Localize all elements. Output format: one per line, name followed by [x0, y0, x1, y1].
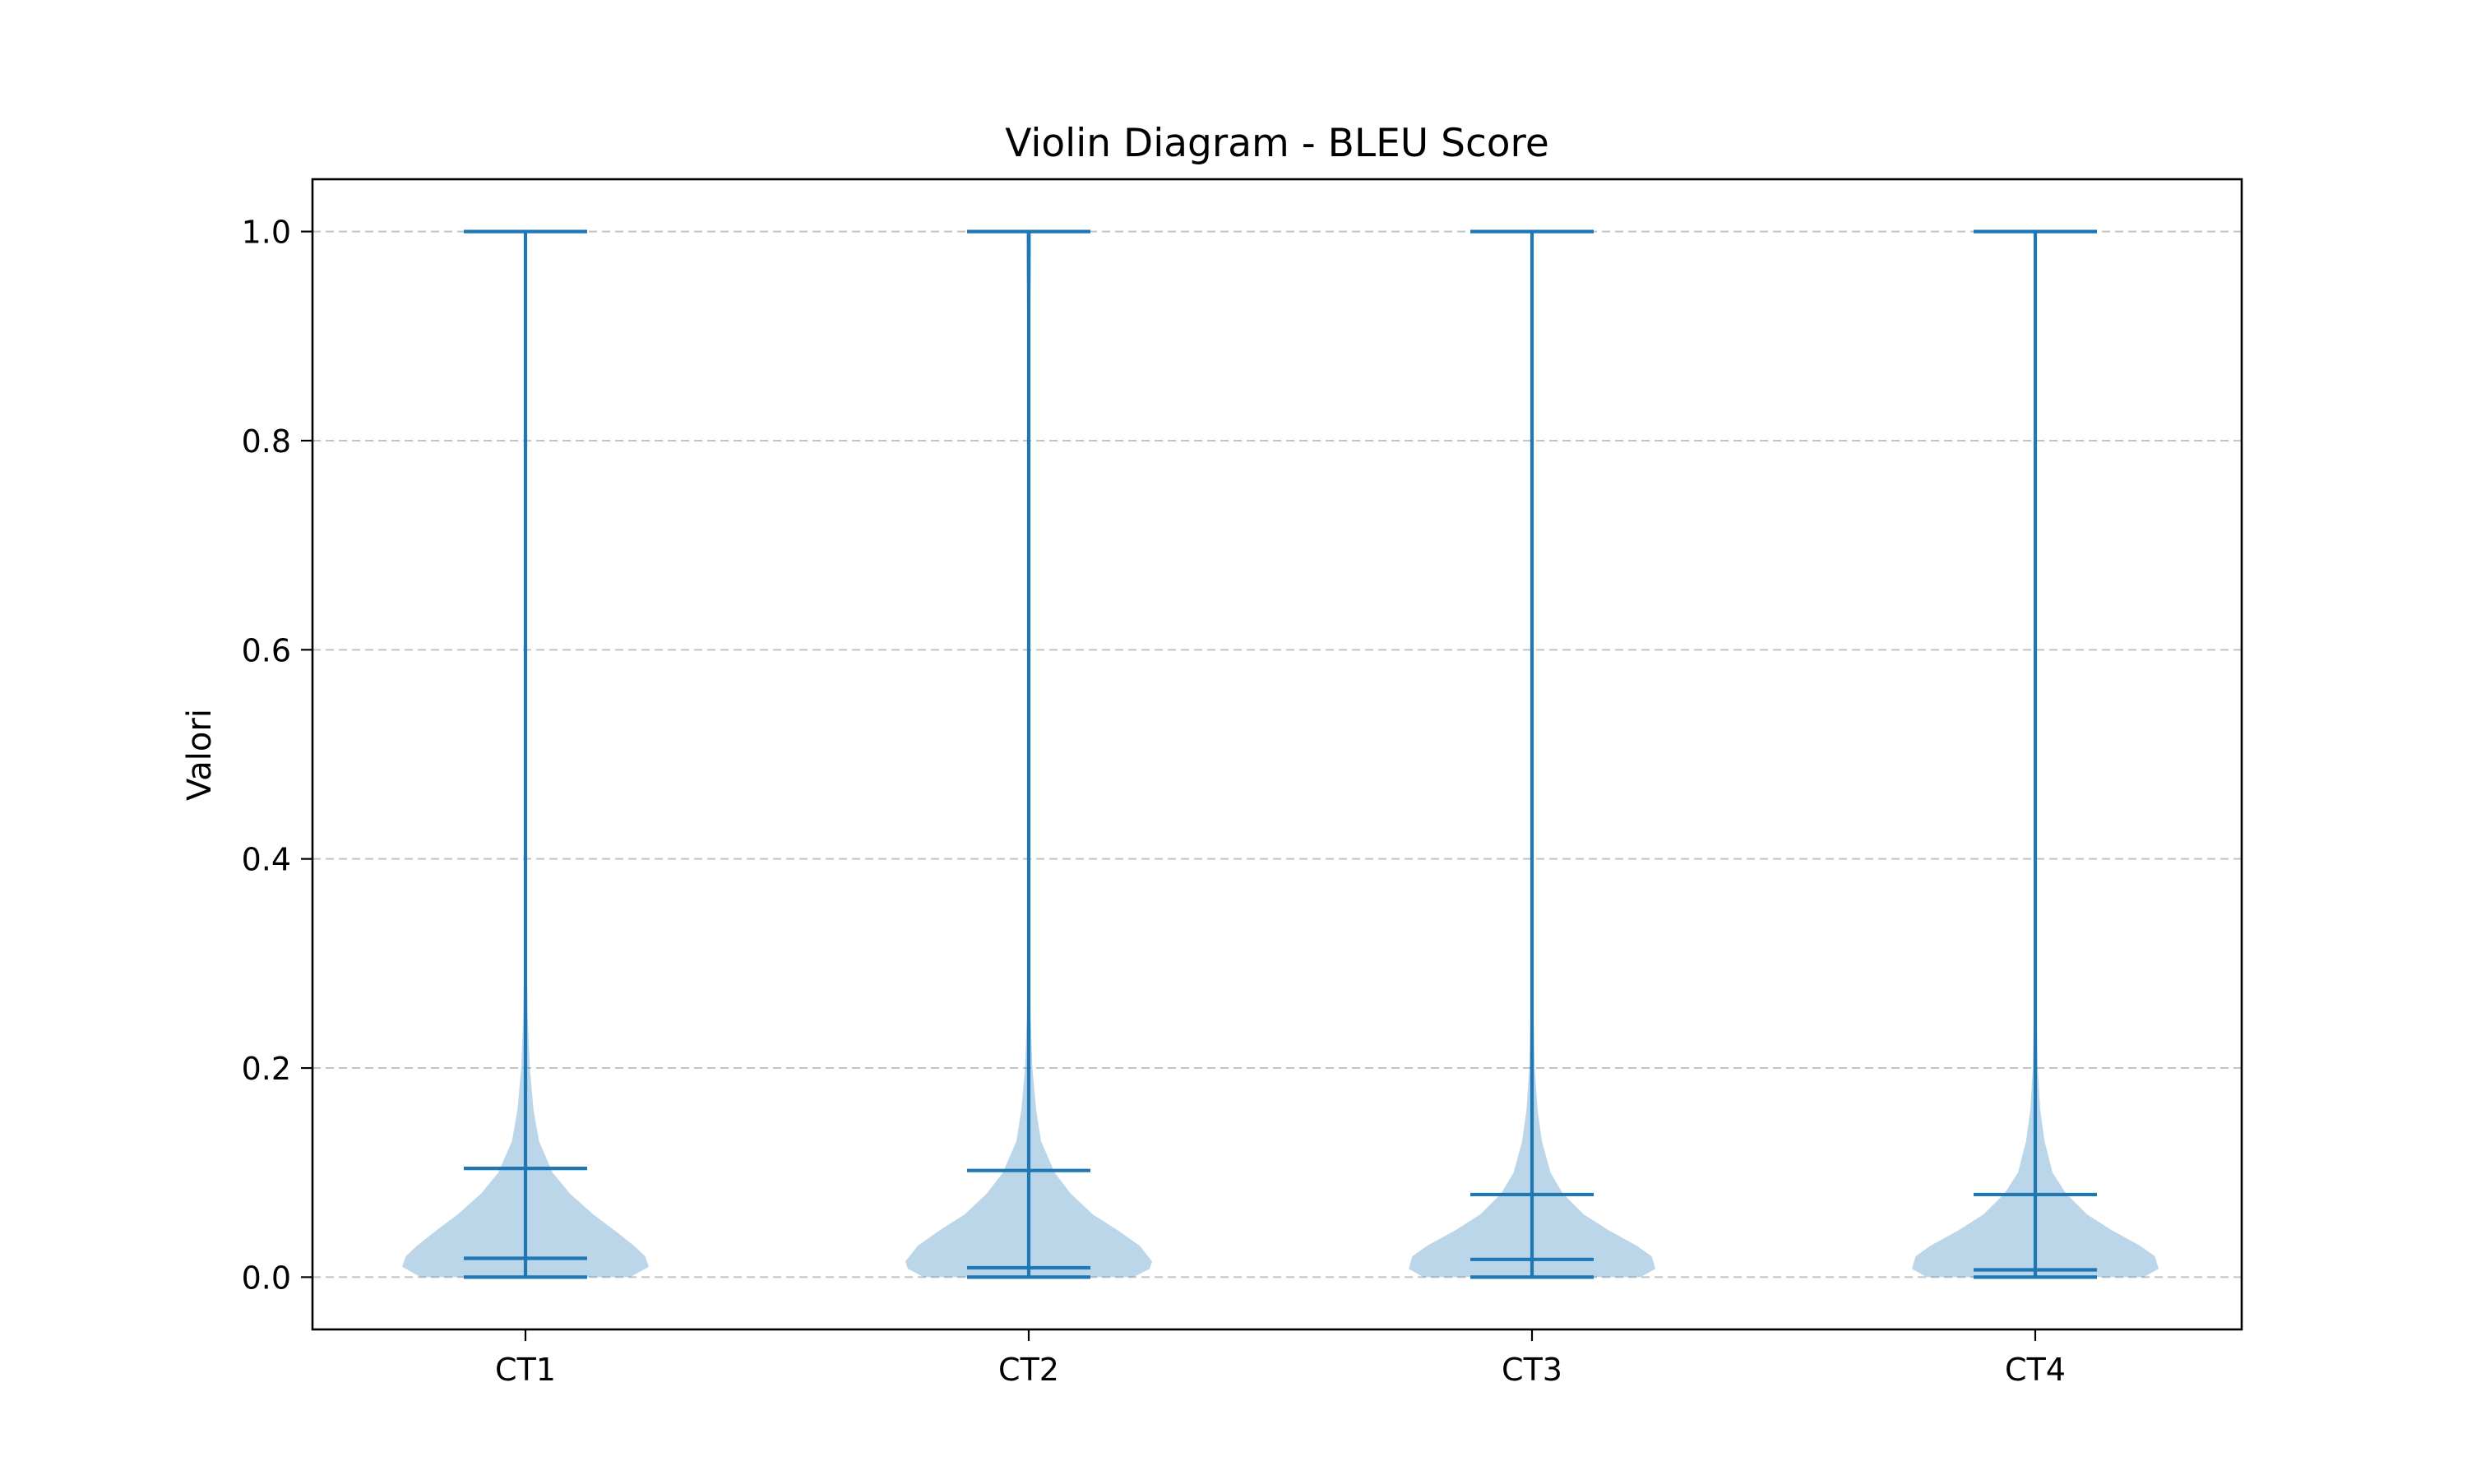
y-tick-label: 0.4: [242, 842, 291, 878]
x-tick-label: CT3: [1502, 1352, 1562, 1388]
y-axis-ticks: 0.0 0.2 0.4 0.6 0.8 1.0: [242, 215, 312, 1296]
plot-area-frame: [311, 178, 2243, 1331]
chart-title: Violin Diagram - BLEU Score: [1005, 121, 1549, 166]
x-tick-label: CT4: [2005, 1352, 2066, 1388]
y-tick-label: 0.0: [242, 1260, 291, 1296]
x-tick-label: CT1: [495, 1352, 556, 1388]
x-axis-ticks: CT1 CT2 CT3 CT4: [495, 1329, 2066, 1388]
grid-lines: [312, 230, 2242, 1278]
y-tick-label: 0.2: [242, 1051, 291, 1087]
y-tick-label: 1.0: [242, 215, 291, 251]
violin-stat-lines: [464, 229, 2097, 1279]
y-axis-label: Valori: [181, 709, 219, 801]
x-tick-label: CT2: [998, 1352, 1059, 1388]
y-tick-label: 0.6: [242, 632, 291, 668]
y-tick-label: 0.8: [242, 423, 291, 460]
